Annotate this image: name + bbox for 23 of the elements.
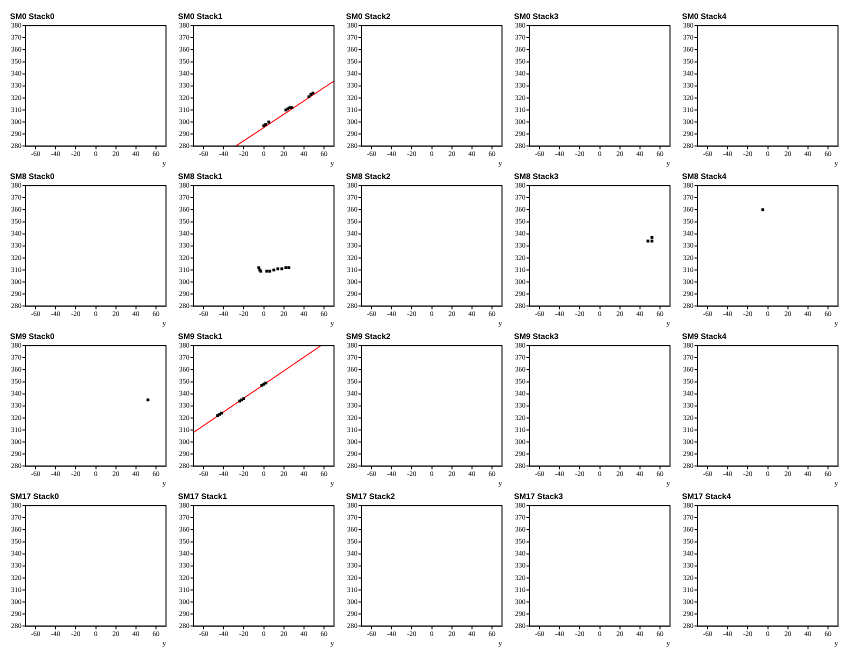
chart-title: SM8 Stack1 [178, 172, 224, 182]
point [267, 120, 270, 124]
chart-title: SM0 Stack3 [514, 12, 560, 22]
chart-title: SM9 Stack0 [10, 332, 56, 342]
chart-title: SM8 Stack4 [682, 172, 728, 182]
point [312, 92, 314, 95]
chart-title: SM0 Stack4 [682, 12, 728, 22]
chart-title: SM0 Stack0 [10, 12, 56, 22]
chart-title: SM17 Stack3 [514, 492, 564, 502]
chart-title: SM9 Stack2 [346, 332, 392, 342]
chart-title: SM17 Stack1 [178, 492, 228, 502]
chart-title: SM17 Stack2 [346, 492, 396, 502]
chart-title: SM9 Stack1 [178, 332, 224, 342]
chart-title: SM8 Stack0 [10, 172, 56, 182]
chart-title: SM9 Stack4 [682, 332, 728, 342]
chart-title: SM0 Stack2 [346, 12, 392, 22]
chart-title: SM0 Stack1 [178, 12, 224, 22]
chart-title: SM17 Stack4 [682, 492, 732, 502]
point [220, 412, 224, 415]
chart-title: SM9 Stack3 [514, 332, 560, 342]
chart-title: SM17 Stack0 [10, 492, 60, 502]
chart-title: SM8 Stack3 [514, 172, 560, 182]
chart-title: SM8 Stack2 [346, 172, 392, 182]
